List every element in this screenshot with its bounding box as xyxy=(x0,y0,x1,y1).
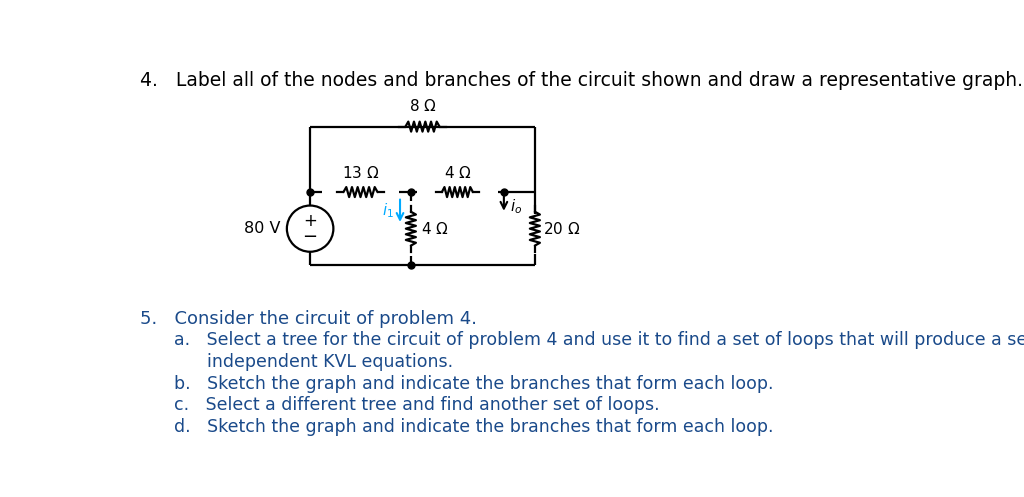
Text: b.   Sketch the graph and indicate the branches that form each loop.: b. Sketch the graph and indicate the bra… xyxy=(174,375,774,393)
Text: c.   Select a different tree and find another set of loops.: c. Select a different tree and find anot… xyxy=(174,396,660,414)
Text: 4.   Label all of the nodes and branches of the circuit shown and draw a represe: 4. Label all of the nodes and branches o… xyxy=(139,71,1023,90)
Text: −: − xyxy=(302,228,317,246)
Text: d.   Sketch the graph and indicate the branches that form each loop.: d. Sketch the graph and indicate the bra… xyxy=(174,417,774,436)
Text: 4 $\Omega$: 4 $\Omega$ xyxy=(443,166,471,181)
Text: $i_1$: $i_1$ xyxy=(382,201,394,220)
Text: 8 $\Omega$: 8 $\Omega$ xyxy=(409,97,436,113)
Text: a.   Select a tree for the circuit of problem 4 and use it to find a set of loop: a. Select a tree for the circuit of prob… xyxy=(174,331,1024,349)
Text: 4 $\Omega$: 4 $\Omega$ xyxy=(421,221,449,237)
Text: independent KVL equations.: independent KVL equations. xyxy=(174,353,454,371)
Text: 13 $\Omega$: 13 $\Omega$ xyxy=(342,166,379,181)
Text: 80 V: 80 V xyxy=(244,221,281,236)
Text: $i_o$: $i_o$ xyxy=(510,197,522,216)
Text: +: + xyxy=(303,212,317,230)
Text: 20 $\Omega$: 20 $\Omega$ xyxy=(543,221,580,237)
Text: 5.   Consider the circuit of problem 4.: 5. Consider the circuit of problem 4. xyxy=(139,310,476,328)
